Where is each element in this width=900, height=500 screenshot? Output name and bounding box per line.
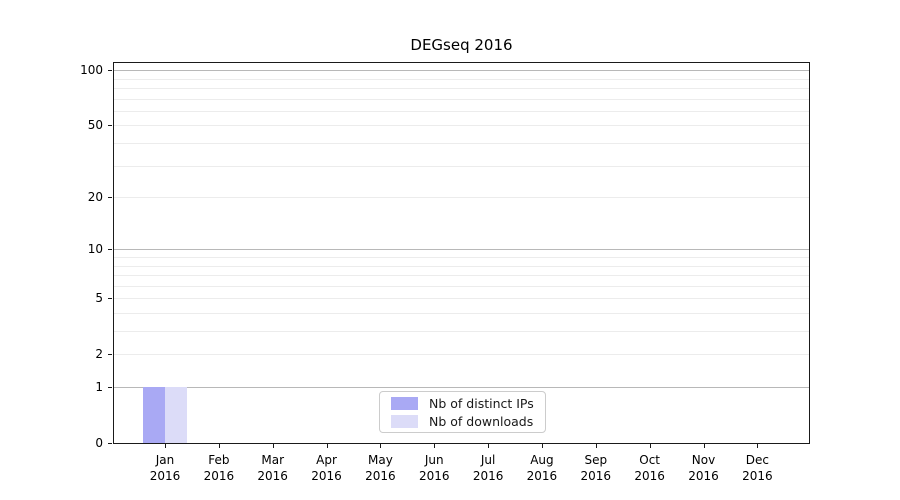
x-tick-mark <box>165 444 166 448</box>
gridline-minor <box>114 110 809 112</box>
x-tick-label: Mar 2016 <box>257 453 288 483</box>
gridline-major <box>114 387 809 388</box>
y-tick-mark <box>108 387 112 388</box>
x-tick-label: Sep 2016 <box>580 453 612 483</box>
legend-label: Nb of downloads <box>429 413 534 429</box>
y-tick-mark <box>108 70 112 72</box>
gridline-minor <box>114 265 809 267</box>
bar-nb-of-distinct-ips <box>143 387 165 443</box>
y-tick-label: 20 <box>87 190 103 205</box>
y-tick-label: 5 <box>95 291 103 306</box>
gridline-minor <box>114 165 809 167</box>
gridline-minor <box>114 98 809 100</box>
y-tick-mark <box>108 354 112 356</box>
x-tick-label: Dec 2016 <box>742 453 773 483</box>
x-tick-label: Apr 2016 <box>311 453 342 483</box>
y-tick-label: 100 <box>80 63 103 78</box>
y-tick-label: 2 <box>95 347 103 362</box>
legend-swatch <box>391 396 418 410</box>
x-tick-mark <box>757 444 759 448</box>
gridline-major <box>114 70 809 72</box>
gridline-major <box>114 249 809 251</box>
y-tick-mark <box>108 298 112 300</box>
x-tick-mark <box>434 444 436 448</box>
y-tick-label: 0 <box>95 436 103 450</box>
gridline-minor <box>114 143 809 145</box>
legend-item: Nb of distinct IPs <box>391 395 545 411</box>
y-tick-label: 10 <box>87 242 103 257</box>
plot-area: Nb of distinct IPs Nb of downloads <box>113 62 810 444</box>
y-tick-label: 50 <box>87 118 103 133</box>
y-tick-mark <box>108 249 112 251</box>
x-tick-label: Jan 2016 <box>149 453 181 483</box>
gridline-minor <box>114 78 809 80</box>
legend: Nb of distinct IPs Nb of downloads <box>379 391 546 433</box>
x-tick-label: Jul 2016 <box>472 453 504 483</box>
y-axis: 0 1 2 5 10 20 50 100 <box>0 63 113 450</box>
gridline-minor <box>114 88 809 90</box>
gridline-minor <box>114 197 809 199</box>
y-tick-mark <box>108 197 112 199</box>
legend-item: Nb of downloads <box>391 413 545 429</box>
x-axis: Jan 2016 Feb 2016 Mar 2016 Apr 2016 May 2016 Jun 20… <box>113 444 810 496</box>
gridline-minor <box>114 125 809 127</box>
x-tick-mark <box>488 444 490 448</box>
x-tick-label: Feb 2016 <box>203 453 235 483</box>
gridline-minor <box>114 312 809 314</box>
x-tick-label: Oct 2016 <box>634 453 665 483</box>
x-tick-mark <box>649 444 651 448</box>
gridline-minor <box>114 285 809 287</box>
x-tick-label: May 2016 <box>365 453 396 483</box>
gridline-minor <box>114 354 809 356</box>
chart-title: DEGseq 2016 <box>410 36 513 54</box>
x-tick-mark <box>595 444 597 448</box>
gridline-minor <box>114 331 809 333</box>
gridline-minor <box>114 257 809 258</box>
y-tick-mark <box>108 125 112 127</box>
x-tick-mark <box>218 444 220 448</box>
legend-label: Nb of distinct IPs <box>429 395 534 411</box>
y-tick-label: 1 <box>95 380 103 394</box>
legend-swatch <box>391 414 418 428</box>
x-tick-mark <box>380 444 382 448</box>
bar-nb-of-downloads <box>165 387 187 443</box>
x-tick-label: Jun 2016 <box>418 453 450 483</box>
y-tick-mark <box>108 443 112 444</box>
x-tick-label: Nov 2016 <box>688 453 719 483</box>
x-tick-label: Aug 2016 <box>526 453 558 483</box>
gridline-minor <box>114 275 809 277</box>
x-tick-mark <box>703 444 705 448</box>
x-tick-mark <box>326 444 328 448</box>
x-tick-mark <box>541 444 543 448</box>
x-tick-mark <box>272 444 274 448</box>
gridline-minor <box>114 298 809 300</box>
